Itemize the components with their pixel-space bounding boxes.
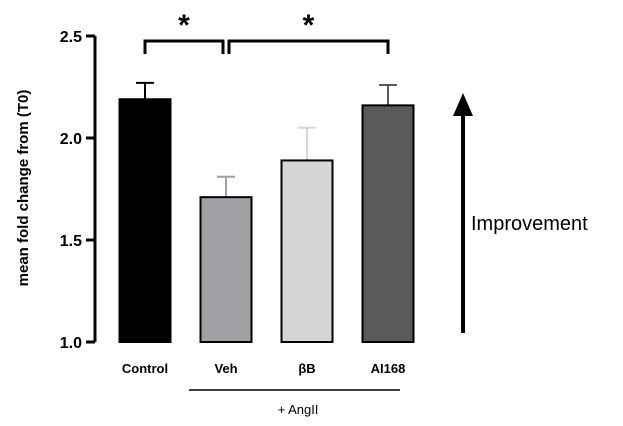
improvement-arrow (453, 93, 473, 333)
x-tick-label: βB (298, 361, 315, 376)
significance-bracket (227, 39, 390, 54)
axis-layer: 1.0 1.5 2.0 2.5 (60, 29, 97, 352)
significance-layer: * * (143, 9, 390, 54)
y-tick-label: 1.5 (60, 233, 82, 250)
significance-bracket (143, 39, 225, 54)
y-axis-label: mean fold change from (T0) (15, 90, 32, 287)
improvement-label: Improvement (471, 213, 588, 235)
bars-layer: Control Veh βB AI168 (118, 81, 415, 376)
x-tick-label: Veh (214, 361, 237, 376)
bar (361, 104, 415, 343)
group-label: + AngII (278, 402, 319, 417)
y-tick-label: 2.0 (60, 131, 82, 148)
bar (199, 196, 253, 343)
bar (118, 98, 172, 343)
bar (280, 159, 334, 343)
x-tick-label: AI168 (371, 361, 406, 376)
significance-star: * (303, 9, 315, 42)
y-tick-label: 1.0 (60, 335, 82, 352)
x-tick-label: Control (122, 361, 168, 376)
significance-star: * (178, 9, 190, 42)
improvement-arrow-head (453, 93, 473, 116)
y-tick-label: 2.5 (60, 29, 82, 46)
